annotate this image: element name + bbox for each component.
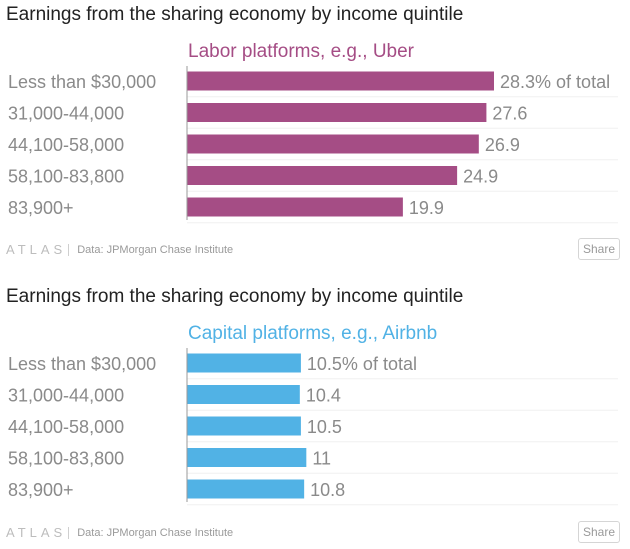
category-label: 44,100-58,000 [8,135,124,155]
value-label: 11 [312,449,331,469]
series-title: Capital platforms, e.g., Airbnb [188,323,437,344]
chart-footer: ATLAS Data: JPMorgan Chase Institute [6,242,233,257]
share-button[interactable]: Share [578,238,620,260]
value-label: 10.5% of total [307,354,417,374]
value-label: 10.5 [307,417,342,437]
bar [187,166,458,185]
footer-divider [68,526,70,539]
footer-divider [68,243,70,256]
share-button[interactable]: Share [578,521,620,543]
category-label: 58,100-83,800 [8,167,124,187]
data-source: Data: JPMorgan Chase Institute [77,243,234,256]
bar [187,353,301,373]
bar [187,71,494,91]
value-label: 28.3% of total [500,72,610,92]
value-label: 27.6 [492,104,527,124]
value-label: 19.9 [409,198,444,218]
bar [187,385,300,404]
category-label: 31,000-44,000 [8,386,124,406]
atlas-logo: ATLAS [6,242,67,257]
value-label: 10.4 [306,386,341,406]
chart-panel-labor: Earnings from the sharing economy by inc… [0,0,630,268]
chart-footer: ATLAS Data: JPMorgan Chase Institute [6,525,233,540]
category-label: 44,100-58,000 [8,417,124,437]
chart-title: Earnings from the sharing economy by inc… [6,4,464,25]
value-label: 10.8 [310,480,345,500]
category-label: 83,900+ [8,198,74,218]
category-label: 58,100-83,800 [8,449,124,469]
bar [187,448,307,467]
bar [187,416,301,436]
value-label: 26.9 [485,135,520,155]
category-label: Less than $30,000 [8,72,156,92]
category-label: Less than $30,000 [8,354,156,374]
data-source: Data: JPMorgan Chase Institute [77,526,234,539]
bar [187,103,487,122]
atlas-logo: ATLAS [6,525,67,540]
bar-chart-labor: Labor platforms, e.g., Uber Less than $30… [8,41,618,224]
bar [187,197,403,217]
value-label: 24.9 [463,167,498,187]
bar-chart-capital: Capital platforms, e.g., Airbnb Less than… [8,323,618,506]
bar [187,134,479,154]
category-label: 83,900+ [8,480,74,500]
category-label: 31,000-44,000 [8,104,124,124]
series-title: Labor platforms, e.g., Uber [188,41,415,62]
bar [187,479,305,499]
chart-title: Earnings from the sharing economy by inc… [6,286,464,307]
chart-panel-capital: Earnings from the sharing economy by inc… [0,282,630,549]
